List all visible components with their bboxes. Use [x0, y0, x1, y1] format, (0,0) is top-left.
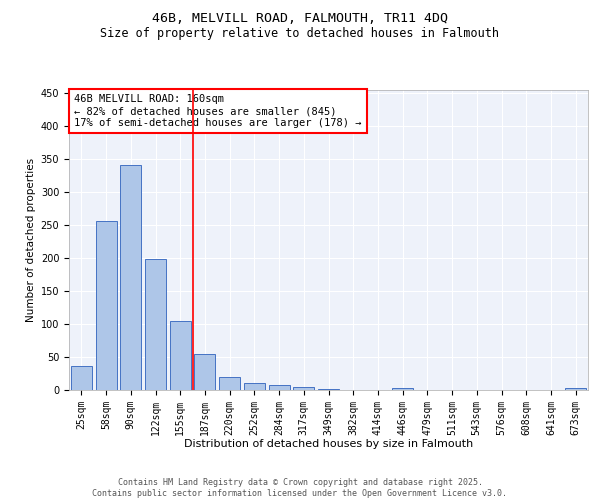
- Bar: [145, 259, 166, 390]
- Text: Contains HM Land Registry data © Crown copyright and database right 2025.
Contai: Contains HM Land Registry data © Crown c…: [92, 478, 508, 498]
- Bar: [244, 382, 265, 390]
- Text: Size of property relative to detached houses in Falmouth: Size of property relative to detached ho…: [101, 28, 499, 40]
- Bar: [194, 354, 215, 390]
- Bar: [120, 164, 141, 390]
- Bar: [293, 386, 314, 390]
- Bar: [170, 322, 191, 390]
- Bar: [565, 388, 586, 390]
- Bar: [269, 384, 290, 390]
- Bar: [318, 388, 339, 390]
- Y-axis label: Number of detached properties: Number of detached properties: [26, 158, 37, 322]
- Bar: [95, 221, 116, 390]
- Bar: [219, 377, 240, 390]
- Bar: [71, 366, 92, 390]
- Text: 46B MELVILL ROAD: 160sqm
← 82% of detached houses are smaller (845)
17% of semi-: 46B MELVILL ROAD: 160sqm ← 82% of detach…: [74, 94, 362, 128]
- Bar: [392, 388, 413, 390]
- Text: 46B, MELVILL ROAD, FALMOUTH, TR11 4DQ: 46B, MELVILL ROAD, FALMOUTH, TR11 4DQ: [152, 12, 448, 26]
- X-axis label: Distribution of detached houses by size in Falmouth: Distribution of detached houses by size …: [184, 439, 473, 449]
